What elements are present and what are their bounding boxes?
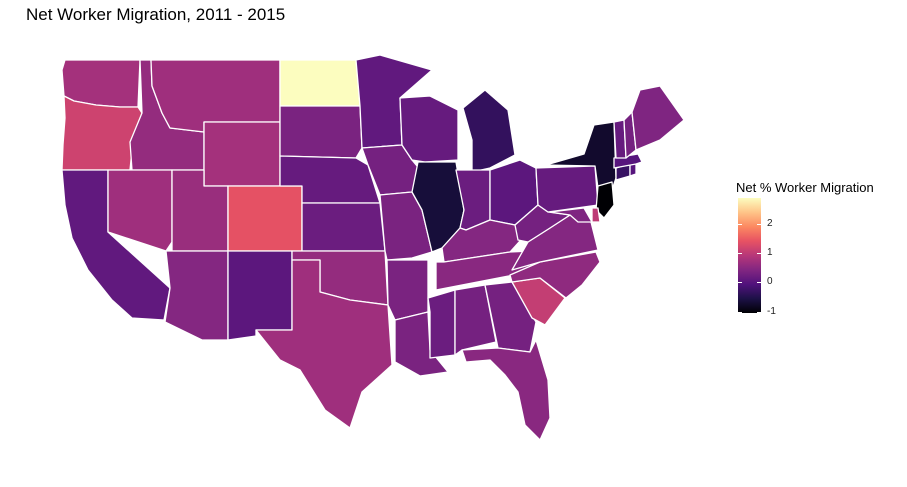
legend-tick-label: 0 [767,276,773,288]
state-ks [301,202,386,252]
state-sd [279,105,363,159]
legend-tick-mark [738,282,742,284]
state-nj [595,181,615,219]
state-ar [386,259,429,321]
legend-tick-mark [757,311,761,313]
legend-tick-label: 2 [767,218,773,230]
state-ms [427,289,456,359]
state-wi [399,95,459,163]
state-fl [461,339,551,441]
state-nm [227,250,293,341]
state-or [61,95,143,171]
state-me [631,85,685,151]
legend-tick-label: -1 [767,305,776,317]
state-mi [462,89,516,173]
legend-tick-mark [738,224,742,226]
state-pa [535,165,599,213]
state-nd [279,59,361,107]
state-ga [484,281,537,353]
state-ri [629,163,637,177]
state-az [164,250,229,341]
legend: Net % Worker Migration 2 1 0 -1 [736,180,874,317]
legend-tick-label: 1 [767,247,773,259]
state-al [454,284,497,356]
state-md [549,207,593,223]
legend-tick-mark [757,253,761,255]
state-la [394,311,449,377]
map-title: Net Worker Migration, 2011 - 2015 [26,5,286,24]
legend-tick-mark [757,224,761,226]
legend-tick-mark [757,282,761,284]
legend-colorbar [738,198,761,313]
state-de [591,207,601,223]
legend-tick-mark [738,311,742,313]
state-wy [203,121,281,187]
state-tx [255,259,393,429]
state-wa [61,59,141,108]
legend-tick-mark [738,253,742,255]
state-co [227,185,303,252]
state-mt [150,59,281,133]
state-nv [107,169,173,252]
legend-title: Net % Worker Migration [736,180,874,195]
